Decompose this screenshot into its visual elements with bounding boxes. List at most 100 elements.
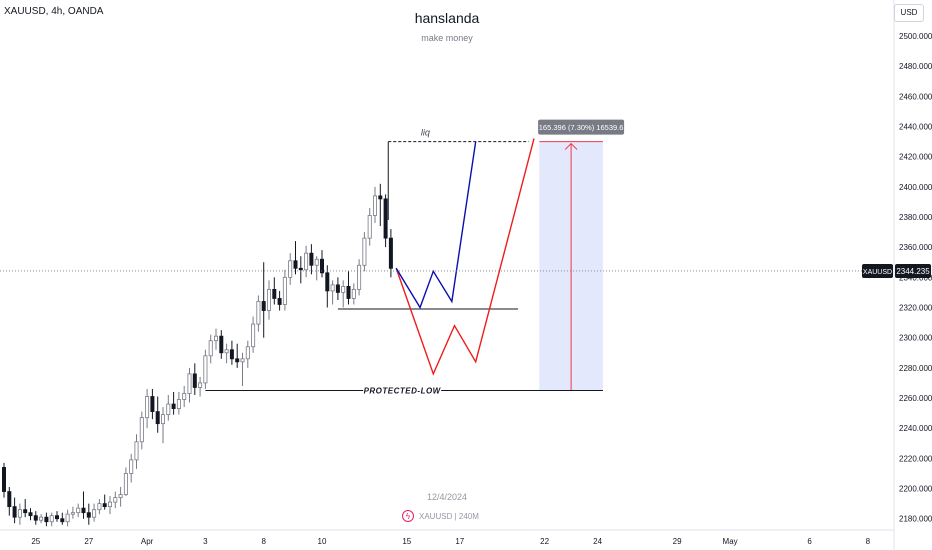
candle-up — [208, 340, 213, 357]
candle-up — [240, 358, 245, 363]
candle-down — [192, 373, 197, 388]
tradingview-logo-icon: ϟ — [402, 510, 414, 522]
y-tick-label: 2200.000 — [899, 485, 932, 494]
candle-down — [346, 285, 351, 299]
price-tag-bg — [895, 263, 931, 278]
candle-up — [166, 403, 171, 416]
x-tick-label: 10 — [318, 537, 327, 546]
candle-up — [213, 335, 218, 342]
y-tick-label: 2240.000 — [899, 424, 932, 433]
y-tick-label: 2360.000 — [899, 243, 932, 252]
x-tick-label: 29 — [673, 537, 682, 546]
y-tick-label: 2260.000 — [899, 394, 932, 403]
y-axis[interactable]: 2180.000 2200.000 2220.000 2240.000 2260.000… — [893, 0, 932, 550]
x-tick-label: 22 — [540, 537, 549, 546]
x-tick-label: 24 — [593, 537, 602, 546]
axis-labels: PROTECTED-LOW liq 165.396 (7.30%) 16539.6 X… — [364, 123, 931, 395]
projection-path-red — [395, 138, 535, 376]
candle-down — [28, 512, 33, 517]
y-tick-label: 2300.000 — [899, 334, 932, 343]
candle-up — [76, 507, 81, 514]
candle-down — [102, 503, 107, 508]
candle-down — [44, 516, 49, 523]
candlestick-series — [2, 183, 393, 527]
y-tick-label: 2440.000 — [899, 122, 932, 131]
candle-up — [97, 503, 102, 511]
candle-up — [113, 497, 118, 503]
y-tick-label: 2460.000 — [899, 92, 932, 101]
candle-up — [198, 382, 203, 388]
candle-up — [118, 494, 123, 498]
y-tick-label: 2480.000 — [899, 62, 932, 71]
candle-up — [251, 323, 256, 348]
candle-up — [351, 289, 356, 299]
candle-down — [12, 506, 17, 518]
candle-up — [49, 515, 54, 523]
candle-down — [309, 252, 314, 266]
candle-down — [219, 335, 224, 354]
symbol-tag: XAUUSD — [863, 269, 892, 276]
x-tick-label: May — [723, 537, 738, 546]
candle-up — [282, 276, 287, 305]
candle-down — [55, 515, 60, 520]
x-tick-label: 6 — [807, 537, 812, 546]
x-axis[interactable]: 25 27 Apr 3 8 10 15 17 22 24 29 May 6 8 — [0, 529, 894, 546]
candle-up — [187, 373, 192, 394]
x-tick-label: 15 — [402, 537, 411, 546]
y-tick-label: 2320.000 — [899, 304, 932, 313]
y-tick-label: 2380.000 — [899, 213, 932, 222]
candle-down — [325, 272, 330, 292]
candle-down — [277, 298, 282, 305]
candle-up — [256, 301, 261, 325]
y-tick-label: 2220.000 — [899, 454, 932, 463]
candle-down — [235, 358, 240, 363]
candle-down — [293, 260, 298, 269]
y-tick-label: 2180.000 — [899, 515, 932, 524]
symbol-title[interactable]: XAUUSD, 4h, OANDA — [4, 6, 104, 17]
protected-low-label: PROTECTED-LOW — [364, 386, 442, 395]
candle-down — [81, 507, 86, 514]
projection-path-blue — [395, 141, 477, 310]
measure-arrow-head — [564, 142, 578, 150]
candle-up — [182, 393, 187, 400]
price-tag: 2344.235 — [896, 267, 930, 276]
candle-up — [341, 285, 346, 293]
measure-label-bg — [538, 119, 625, 135]
candle-up — [304, 252, 309, 271]
candle-down — [155, 411, 160, 425]
idea-subtitle: make money — [421, 33, 473, 43]
candle-down — [171, 403, 176, 409]
candle-up — [160, 414, 165, 425]
y-tick-label: 2280.000 — [899, 364, 932, 373]
candle-down — [378, 195, 383, 200]
watermark-symbol: ϟ XAUUSD | 240M — [402, 509, 479, 523]
watermark-symbol-text: XAUUSD | 240M — [419, 511, 479, 521]
candle-up — [123, 473, 128, 495]
x-tick-label: 27 — [84, 537, 93, 546]
y-tick-label: 2500.000 — [899, 32, 932, 41]
x-tick-label: 3 — [203, 537, 208, 546]
candle-up — [224, 349, 229, 354]
candle-up — [39, 516, 44, 521]
watermark-date: 12/4/2024 — [426, 492, 468, 502]
candle-down — [23, 509, 28, 514]
candle-down — [60, 518, 65, 523]
candle-up — [362, 237, 367, 266]
candle-up — [357, 264, 362, 290]
candle-down — [319, 258, 324, 274]
x-tick-label: 25 — [31, 537, 40, 546]
chart-drawings[interactable] — [0, 119, 931, 396]
candle-up — [330, 284, 335, 292]
candle-down — [388, 237, 393, 269]
candle-up — [129, 459, 134, 474]
candle-down — [383, 198, 388, 239]
candle-up — [139, 417, 144, 443]
y-tick-label: 2420.000 — [899, 153, 932, 162]
currency-button[interactable]: USD — [894, 4, 924, 22]
x-tick-label: 8 — [866, 537, 871, 546]
x-tick-label: 17 — [455, 537, 464, 546]
y-tick-label: 2400.000 — [899, 183, 932, 192]
candle-up — [145, 396, 150, 419]
candle-down — [2, 467, 7, 492]
